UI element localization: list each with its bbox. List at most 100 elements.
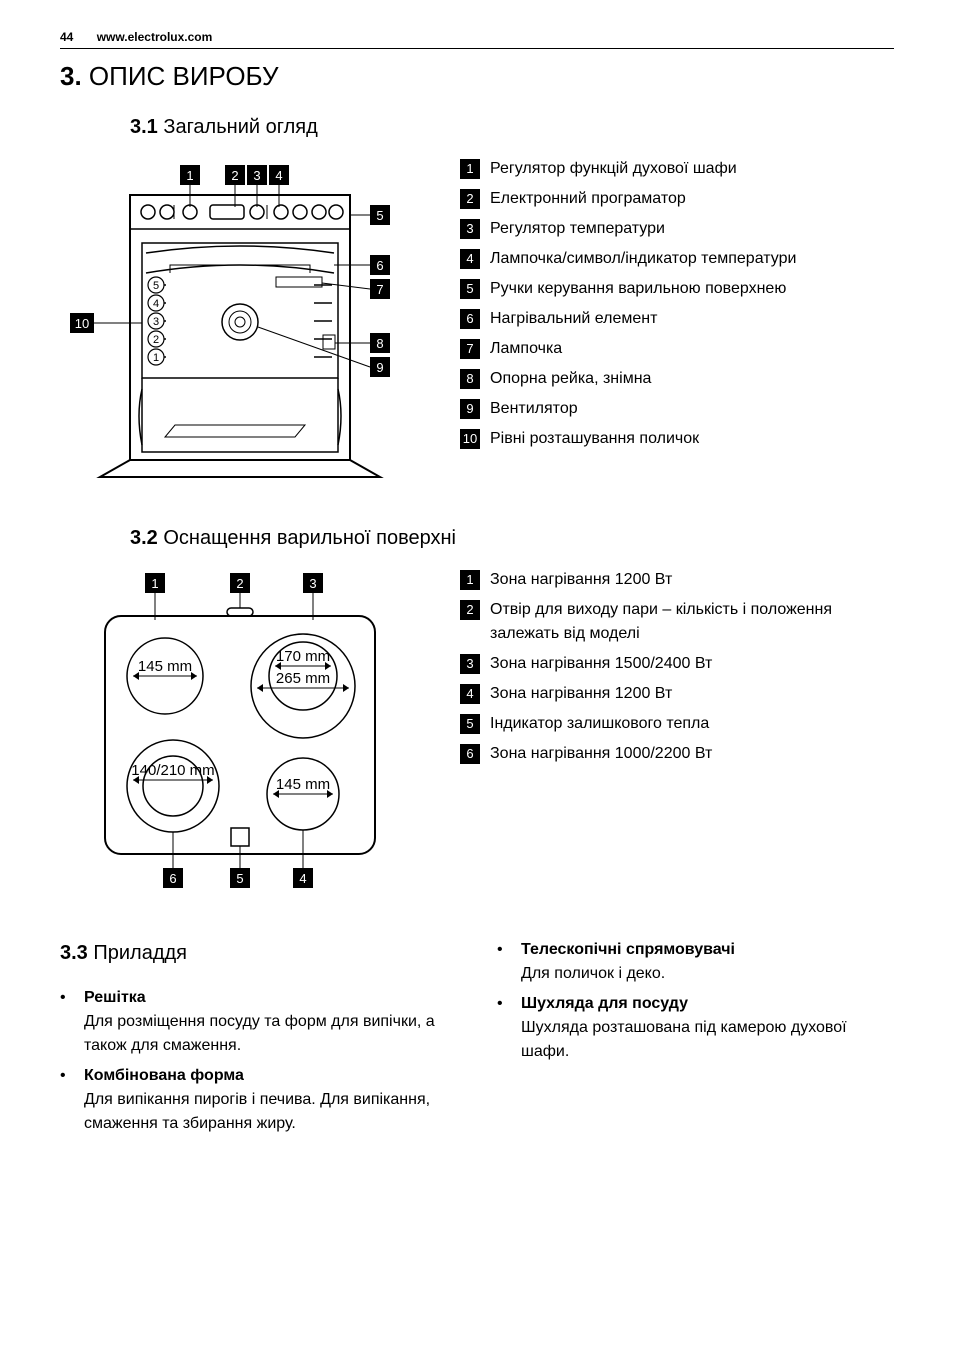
svg-text:9: 9 (376, 360, 383, 375)
accessory-body: Шухляда для посуду Шухляда розташована п… (521, 992, 894, 1064)
legend-text: Ручки керування варильною поверхнею (490, 277, 894, 301)
legend-item: 3 Зона нагрівання 1500/2400 Вт (460, 652, 894, 676)
svg-text:4: 4 (275, 168, 282, 183)
svg-text:8: 8 (376, 336, 383, 351)
legend-number-badge: 1 (460, 159, 480, 179)
accessory-body: Телескопічні спрямовувачі Для поличок і … (521, 938, 735, 986)
legend-text: Зона нагрівання 1200 Вт (490, 682, 894, 706)
legend-item: 2 Електронний програматор (460, 187, 894, 211)
oven-svg: 1 2 3 4 (70, 157, 410, 487)
accessory-description: Для розміщення посуду та форм для випічк… (84, 1013, 435, 1054)
legend-number-badge: 2 (460, 189, 480, 209)
title-text: ОПИС ВИРОБУ (89, 61, 279, 91)
legend-text: Електронний програматор (490, 187, 894, 211)
accessory-description: Шухляда розташована під камерою духової … (521, 1019, 847, 1060)
svg-text:10: 10 (75, 316, 89, 331)
legend-item: 3 Регулятор температури (460, 217, 894, 241)
legend-text: Регулятор функцій духової шафи (490, 157, 894, 181)
section2-title: Оснащення варильної поверхні (163, 527, 456, 549)
legend-item: 1 Зона нагрівання 1200 Вт (460, 568, 894, 592)
legend-number-badge: 10 (460, 429, 480, 449)
section3-title: Приладдя (93, 942, 187, 964)
svg-text:1: 1 (151, 576, 158, 591)
header-url: www.electrolux.com (97, 30, 213, 44)
legend-number-badge: 3 (460, 654, 480, 674)
legend-number-badge: 4 (460, 684, 480, 704)
legend-text: Нагрівальний елемент (490, 307, 894, 331)
svg-text:145 mm: 145 mm (138, 658, 192, 675)
legend-text: Вентилятор (490, 397, 894, 421)
accessory-title: Телескопічні спрямовувачі (521, 941, 735, 958)
section2-heading: 3.2 Оснащення варильної поверхні (130, 527, 894, 550)
svg-text:5: 5 (236, 871, 243, 886)
section2-number: 3.2 (130, 527, 158, 549)
accessory-body: Решітка Для розміщення посуду та форм дл… (84, 986, 457, 1058)
svg-text:2: 2 (153, 334, 159, 346)
accessory-item: • Комбінована форма Для випікання пирогі… (60, 1064, 457, 1136)
legend-number-badge: 7 (460, 339, 480, 359)
svg-text:6: 6 (376, 258, 383, 273)
svg-text:145 mm: 145 mm (276, 776, 330, 793)
legend-number-badge: 5 (460, 714, 480, 734)
page-header: 44 www.electrolux.com (60, 30, 894, 49)
bullet-icon: • (60, 1064, 74, 1136)
section1-title: Загальний огляд (163, 116, 317, 138)
accessory-description: Для поличок і деко. (521, 965, 665, 982)
svg-text:140/210 mm: 140/210 mm (131, 762, 214, 779)
section2-legend: 1Зона нагрівання 1200 Вт 2Отвір для вихо… (460, 568, 894, 772)
legend-item: 9Вентилятор (460, 397, 894, 421)
section3-heading: 3.3 Приладдя (60, 938, 457, 968)
section1-heading: 3.1 Загальний огляд (130, 116, 894, 139)
legend-number-badge: 3 (460, 219, 480, 239)
accessory-item: • Шухляда для посуду Шухляда розташована… (497, 992, 894, 1064)
accessory-body: Комбінована форма Для випікання пирогів … (84, 1064, 457, 1136)
legend-number-badge: 8 (460, 369, 480, 389)
svg-text:4: 4 (153, 298, 159, 310)
svg-text:1: 1 (153, 352, 159, 364)
svg-text:1: 1 (186, 168, 193, 183)
svg-text:4: 4 (299, 871, 306, 886)
page-number: 44 (60, 30, 73, 44)
legend-text: Опорна рейка, знімна (490, 367, 894, 391)
accessory-item: • Телескопічні спрямовувачі Для поличок … (497, 938, 894, 986)
legend-item: 8 Опорна рейка, знімна (460, 367, 894, 391)
legend-item: 5 Індикатор залишкового тепла (460, 712, 894, 736)
accessories-left-column: 3.3 Приладдя • Решітка Для розміщення по… (60, 938, 457, 1142)
legend-text: Зона нагрівання 1500/2400 Вт (490, 652, 894, 676)
svg-text:3: 3 (309, 576, 316, 591)
legend-item: 7Лампочка (460, 337, 894, 361)
accessory-title: Решітка (84, 989, 146, 1006)
svg-text:265 mm: 265 mm (276, 670, 330, 687)
legend-number-badge: 1 (460, 570, 480, 590)
legend-text: Індикатор залишкового тепла (490, 712, 894, 736)
svg-text:3: 3 (253, 168, 260, 183)
bullet-icon: • (497, 938, 511, 986)
bullet-icon: • (497, 992, 511, 1064)
svg-text:2: 2 (231, 168, 238, 183)
legend-number-badge: 6 (460, 744, 480, 764)
legend-number-badge: 4 (460, 249, 480, 269)
legend-text: Регулятор температури (490, 217, 894, 241)
svg-text:6: 6 (169, 871, 176, 886)
svg-text:3: 3 (153, 316, 159, 328)
legend-item: 1 Регулятор функцій духової шафи (460, 157, 894, 181)
section1-number: 3.1 (130, 116, 158, 138)
legend-text: Отвір для виходу пари – кількість і поло… (490, 598, 894, 646)
main-title: 3. ОПИС ВИРОБУ (60, 61, 894, 92)
legend-text: Рівні розташування поличок (490, 427, 894, 451)
accessory-title: Комбінована форма (84, 1067, 244, 1084)
legend-number-badge: 5 (460, 279, 480, 299)
section1-legend: 1 Регулятор функцій духової шафи 2 Електро… (460, 157, 894, 457)
title-number: 3. (60, 61, 82, 91)
section-hob-layout: 3.2 Оснащення варильної поверхні 1 2 3 (60, 527, 894, 898)
legend-item: 6 Нагрівальний елемент (460, 307, 894, 331)
hob-svg: 1 2 3 145 mm (85, 568, 395, 898)
svg-text:5: 5 (153, 280, 159, 292)
section3-number: 3.3 (60, 942, 88, 964)
svg-text:5: 5 (376, 208, 383, 223)
legend-item: 4Лампочка/символ/індикатор температури (460, 247, 894, 271)
legend-number-badge: 6 (460, 309, 480, 329)
legend-text: Зона нагрівання 1200 Вт (490, 568, 894, 592)
accessory-description: Для випікання пирогів і печива. Для випі… (84, 1091, 430, 1132)
section-general-overview: 3.1 Загальний огляд 1 2 3 4 (60, 116, 894, 487)
